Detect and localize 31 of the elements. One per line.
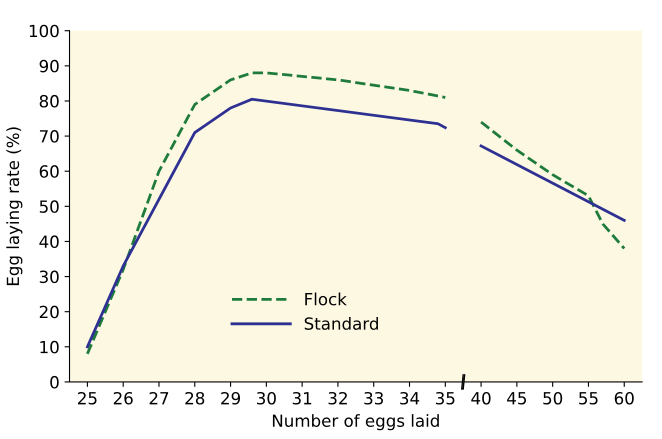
x-tick-label: 45 xyxy=(507,392,526,405)
legend-label: Flock xyxy=(305,292,347,306)
x-tick-label: 34 xyxy=(400,392,420,405)
y-tick-label: 80 xyxy=(40,94,59,108)
y-tick-label: 70 xyxy=(40,130,59,143)
y-tick-label: 30 xyxy=(40,270,59,284)
x-tick-label: 50 xyxy=(543,392,562,405)
x-tick-label: 25 xyxy=(78,392,97,405)
x-tick-label: 31 xyxy=(292,392,312,405)
y-tick-label: 90 xyxy=(40,60,59,72)
legend-label: Standard xyxy=(304,316,378,330)
x-tick-label: 40 xyxy=(471,392,491,405)
x-tick-label: 60 xyxy=(614,392,634,405)
y-tick-label: 0 xyxy=(50,376,59,388)
y-tick-label: 50 xyxy=(40,200,59,213)
x-tick-label: 29 xyxy=(221,392,240,405)
x-tick-label: 27 xyxy=(150,392,168,404)
x-tick-label: 55 xyxy=(579,392,598,405)
x-tick-label: 33 xyxy=(364,392,383,405)
x-tick-label: 30 xyxy=(257,392,276,405)
x-tick-label: 32 xyxy=(328,392,347,405)
y-tick-label: 20 xyxy=(40,306,59,318)
x-axis-title: Number of eggs laid xyxy=(272,414,439,430)
y-tick-label: 10 xyxy=(40,340,59,354)
y-tick-label: 100 xyxy=(30,24,59,38)
x-tick-label: 26 xyxy=(114,392,133,405)
y-tick-label: 60 xyxy=(40,165,59,178)
x-tick-label: 28 xyxy=(185,392,204,405)
y-axis-title: Egg laying rate (%) xyxy=(6,127,22,286)
y-tick-label: 40 xyxy=(39,235,59,248)
x-tick-label: 35 xyxy=(436,392,454,405)
